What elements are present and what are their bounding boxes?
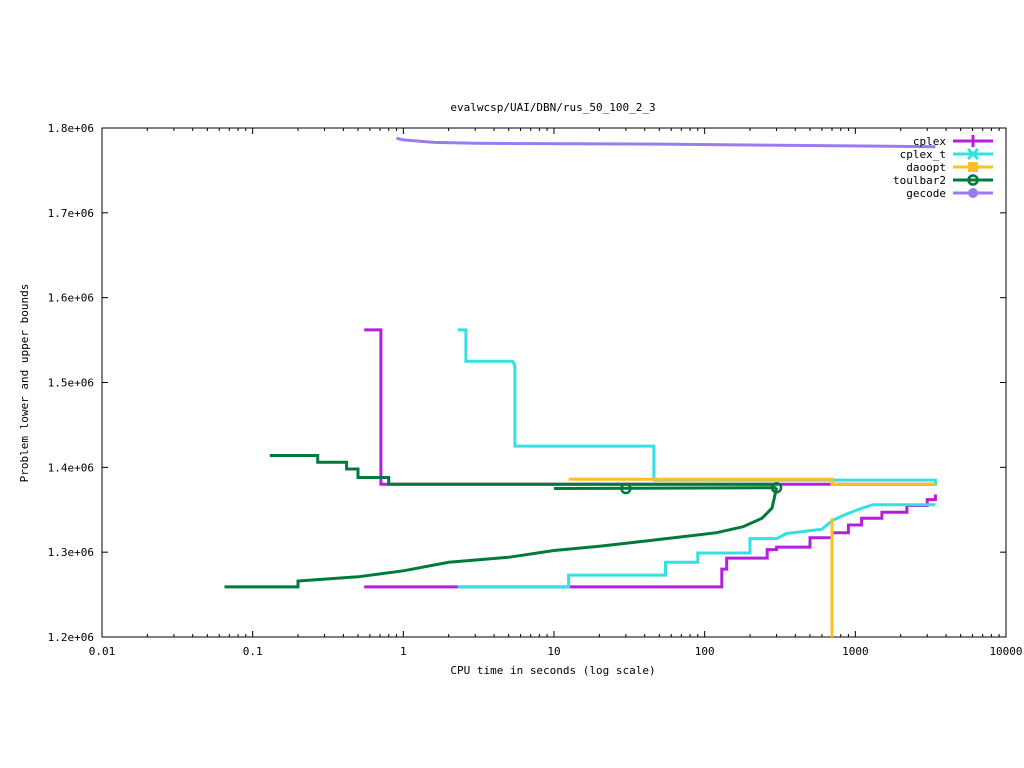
series-toulbar2 xyxy=(224,454,783,589)
chart-title: evalwcsp/UAI/DBN/rus_50_100_2_3 xyxy=(450,101,655,114)
x-tick-label: 0.01 xyxy=(89,645,116,658)
x-tick-label: 10 xyxy=(547,645,560,658)
series-line-daoopt xyxy=(568,477,936,486)
series-line-cplex_t xyxy=(457,503,936,589)
series-layer xyxy=(224,136,937,637)
y-tick-label: 1.4e+06 xyxy=(48,461,94,474)
x-tick-label: 0.1 xyxy=(243,645,263,658)
x-tick-label: 100 xyxy=(695,645,715,658)
y-tick-label: 1.2e+06 xyxy=(48,631,94,644)
series-gecode xyxy=(396,136,936,149)
series-line-gecode xyxy=(396,136,936,149)
series-line-toulbar2 xyxy=(269,454,777,486)
legend-label-toulbar2: toulbar2 xyxy=(893,174,946,187)
y-axis-label: Problem lower and upper bounds xyxy=(18,284,31,483)
series-line-toulbar2 xyxy=(224,487,779,589)
y-tick-label: 1.5e+06 xyxy=(48,377,94,390)
x-tick-label: 1 xyxy=(400,645,407,658)
series-point-toulbar2 xyxy=(770,481,783,494)
y-tick-label: 1.7e+06 xyxy=(48,207,94,220)
legend-label-gecode: gecode xyxy=(906,187,946,200)
legend-label-daoopt: daoopt xyxy=(906,161,946,174)
y-tick-label: 1.3e+06 xyxy=(48,546,94,559)
x-tick-label: 10000 xyxy=(989,645,1022,658)
axis-ticks: 1.2e+06 1.3e+06 1.4e+06 1.5e+06 1.6e+06 1.7e+… xyxy=(48,122,1023,658)
series-line-toulbar2 xyxy=(553,486,777,490)
x-axis-label: CPU time in seconds (log scale) xyxy=(450,664,655,677)
legend-label-cplex_t: cplex_t xyxy=(900,148,946,161)
series-point-toulbar2 xyxy=(620,482,632,495)
legend-marker-square-icon xyxy=(968,162,978,172)
legend-marker-circle-icon xyxy=(968,188,978,198)
legend-marker-circle-icon xyxy=(967,174,979,186)
x-tick-label: 1000 xyxy=(842,645,869,658)
y-tick-label: 1.6e+06 xyxy=(48,292,94,305)
y-tick-label: 1.8e+06 xyxy=(48,122,94,135)
series-daoopt xyxy=(568,477,936,637)
legend-marker-cross-icon xyxy=(966,147,980,161)
legend-label-cplex: cplex xyxy=(913,135,946,148)
